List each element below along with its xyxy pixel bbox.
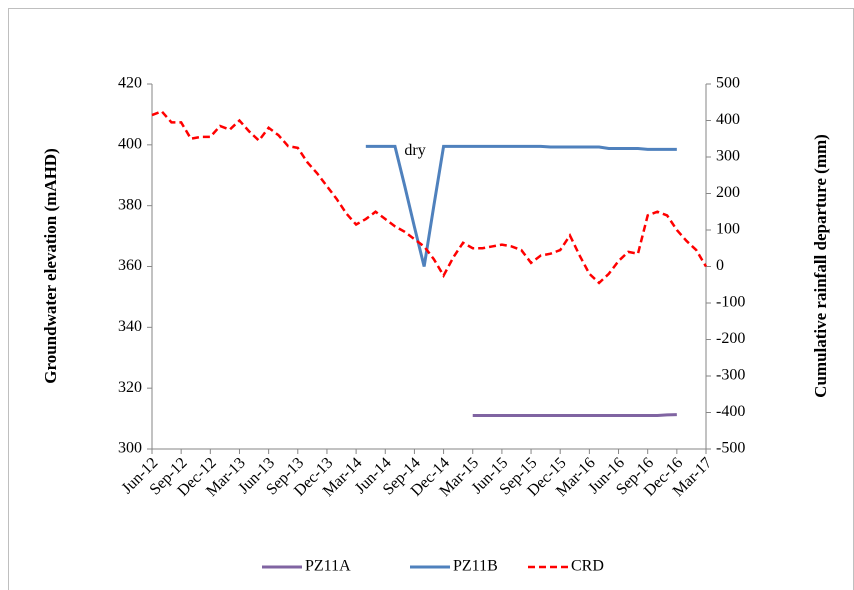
y2-tick-label: 0 <box>716 257 724 274</box>
series-line <box>151 109 708 285</box>
legend-label: PZ11B <box>453 558 498 575</box>
y2-tick-label: -100 <box>716 294 745 311</box>
y2-tick-label: -400 <box>716 403 745 420</box>
y-tick-label: 340 <box>118 318 142 335</box>
y2-tick-label: 500 <box>716 75 740 92</box>
y2-tick-label: 100 <box>716 221 740 238</box>
y2-tick-label: -500 <box>716 440 745 457</box>
legend-label: CRD <box>571 558 604 575</box>
y2-tick-label: 400 <box>716 111 740 128</box>
y-tick-label: 400 <box>118 136 142 153</box>
y-tick-label: 320 <box>118 379 142 396</box>
y-tick-label: 360 <box>118 257 142 274</box>
legend-label: PZ11A <box>305 558 351 575</box>
y-axis-label: Groundwater elevation (mAHD) <box>41 148 60 383</box>
y-tick-label: 380 <box>118 196 142 213</box>
y2-tick-label: -300 <box>716 367 745 384</box>
y2-tick-label: 200 <box>716 184 740 201</box>
y-tick-label: 300 <box>118 440 142 457</box>
y2-tick-label: 300 <box>716 148 740 165</box>
y2-axis-label: Cumulative rainfall departure (mm) <box>811 134 830 398</box>
series-line <box>365 144 677 267</box>
y2-tick-label: -200 <box>716 330 745 347</box>
y-tick-label: 420 <box>118 75 142 92</box>
annotation: dry <box>404 142 425 159</box>
series-line <box>472 413 677 418</box>
